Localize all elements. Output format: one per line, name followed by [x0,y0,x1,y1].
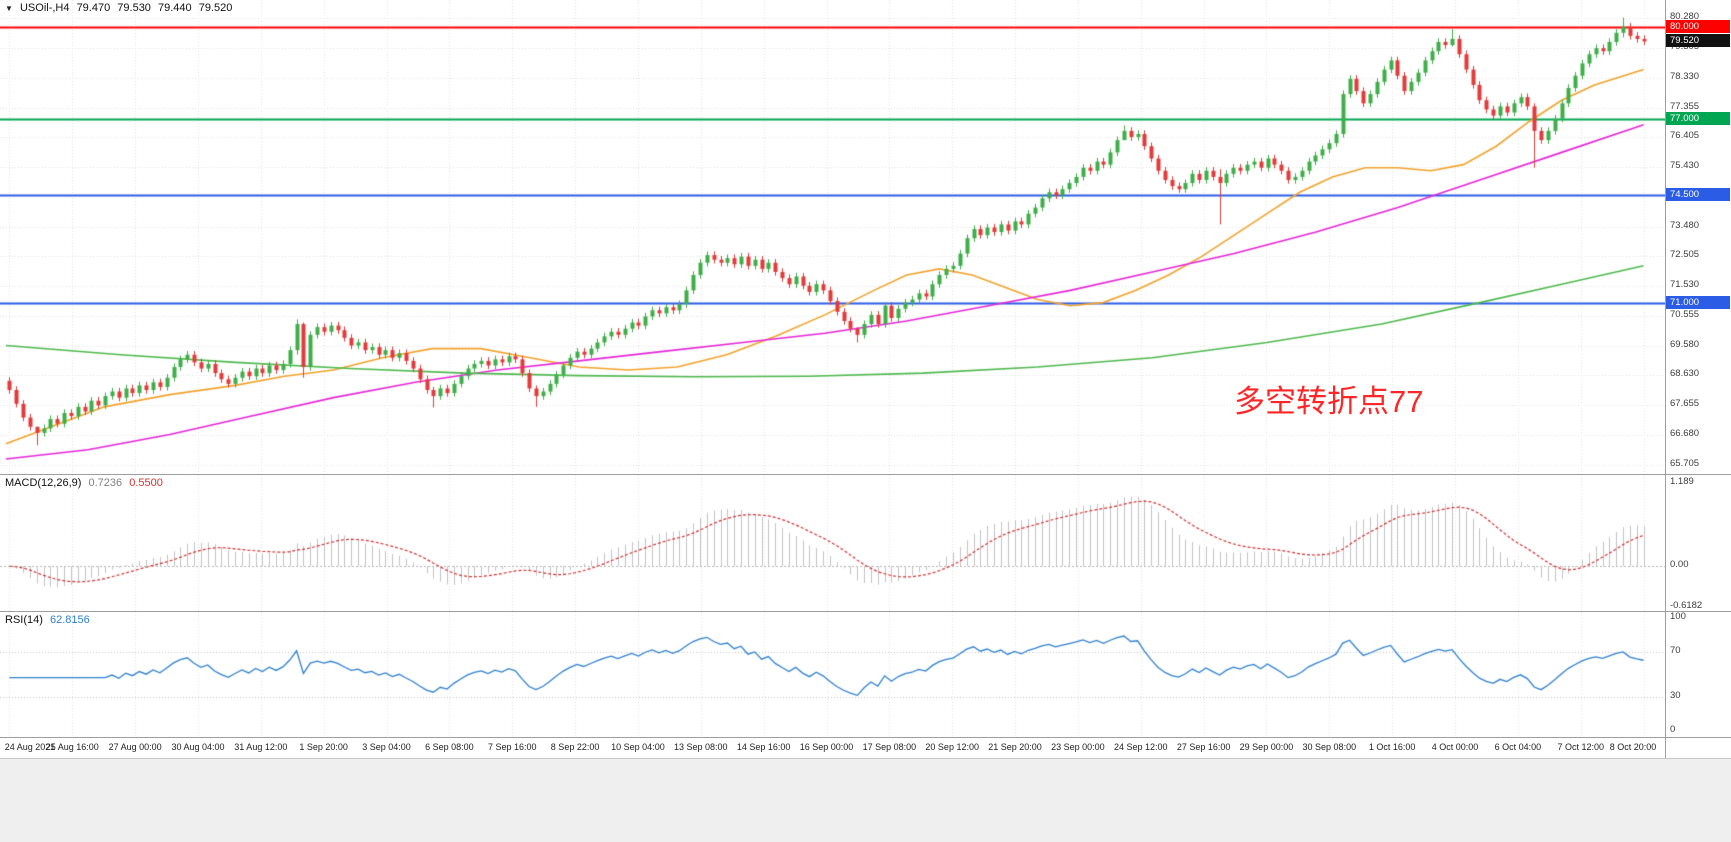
time-axis-label: 13 Sep 08:00 [674,742,728,752]
macd-value-main: 0.7236 [88,477,123,489]
macd-scale[interactable]: 1.189 0.00 -0.6182 [1665,475,1731,611]
time-axis-label: 24 Aug 2021 [4,742,56,752]
macd-canvas[interactable] [0,475,1665,611]
time-axis[interactable]: 24 Aug 2021 25 Aug 16:00 27 Aug 00:00 30 Au… [0,738,1665,758]
axis-label: 70.555 [1670,309,1700,321]
axis-label: 75.430 [1670,159,1700,171]
axis-label: 70 [1670,644,1681,656]
time-axis-label: 7 Oct 12:00 [1557,742,1604,752]
time-axis-label: 3 Sep 04:00 [362,742,411,752]
symbol-dropdown-icon[interactable]: ▼ [5,4,13,13]
ohlc-close: 79.520 [198,2,233,14]
axis-label: 80.280 [1670,11,1700,23]
time-axis-label: 8 Sep 22:00 [550,742,600,752]
axis-label: 68.630 [1670,368,1700,380]
time-axis-label: 1 Sep 20:00 [299,742,348,752]
main-chart-canvas[interactable] [0,0,1665,474]
time-axis-label: 7 Sep 16:00 [487,742,537,752]
symbol-name: USOil-,H4 [19,2,70,14]
time-axis-label: 30 Sep 08:00 [1302,742,1357,752]
axis-label: 1.189 [1670,476,1694,488]
macd-value-signal: 0.5500 [129,477,163,489]
time-axis-label: 16 Sep 00:00 [799,742,854,752]
ohlc-low: 79.440 [158,2,192,14]
time-axis-label: 30 Aug 04:00 [171,742,225,752]
time-axis-label: 24 Sep 12:00 [1113,742,1168,752]
time-axis-label: 21 Sep 20:00 [988,742,1042,752]
macd-title: MACD(12,26,9) 0.7236 0.5500 [5,477,167,489]
price-badge: 80.000 [1666,19,1730,33]
axis-label: 71.530 [1670,279,1700,291]
price-badge: 79.520 [1666,34,1730,48]
time-axis-label: 6 Sep 08:00 [425,742,474,752]
chart-annotation-text: 多空转折点77 [1234,384,1424,419]
time-axis-label: 10 Sep 04:00 [611,742,665,752]
rsi-title: RSI(14) 62.8156 [5,614,94,626]
axis-label: 65.705 [1670,457,1700,469]
time-axis-label: 14 Sep 16:00 [736,742,791,752]
axis-label: 69.580 [1670,339,1700,351]
time-axis-label: 27 Sep 16:00 [1176,742,1231,752]
time-axis-label: 1 Oct 16:00 [1368,742,1416,752]
ohlc-high: 79.530 [117,2,151,14]
time-axis-label: 20 Sep 12:00 [925,742,979,752]
axis-label: -0.6182 [1670,600,1703,611]
rsi-canvas[interactable] [0,612,1665,737]
rsi-label: RSI(14) [5,614,43,626]
price-badge: 71.000 [1666,295,1730,309]
axis-label: 0.00 [1670,559,1689,571]
rsi-value: 62.8156 [49,614,90,626]
time-axis-label: 27 Aug 00:00 [108,742,162,752]
time-axis-label: 23 Sep 00:00 [1051,742,1105,752]
axis-label: 77.355 [1670,100,1700,112]
time-axis-label: 6 Oct 04:00 [1494,742,1542,752]
axis-label: 76.405 [1670,129,1700,141]
axis-label: 72.505 [1670,249,1700,261]
axis-label: 78.330 [1670,70,1700,82]
time-axis-label: 4 Oct 00:00 [1431,742,1479,752]
axis-label: 66.680 [1670,428,1700,440]
macd-label: MACD(12,26,9) [5,477,82,489]
time-axis-label: 8 Oct 20:00 [1609,742,1657,752]
price-badge: 77.000 [1666,111,1730,125]
ohlc-open: 79.470 [76,2,111,14]
axis-corner [1665,738,1731,758]
time-axis-label: 31 Aug 12:00 [234,742,288,752]
axis-label: 0 [1670,724,1676,735]
time-axis-label: 29 Sep 00:00 [1239,742,1294,752]
symbol-title: ▼ USOil-,H4 79.470 79.530 79.440 79.520 [5,2,236,14]
time-axis-label: 25 Aug 16:00 [45,742,99,752]
axis-label: 30 [1670,690,1681,702]
time-axis-label: 17 Sep 08:00 [862,742,917,752]
rsi-scale[interactable]: 100 70 30 0 [1665,612,1731,737]
footer-area [0,758,1731,842]
axis-label: 67.655 [1670,398,1700,410]
axis-label: 100 [1670,611,1686,622]
axis-label: 73.480 [1670,219,1700,231]
price-badge: 74.500 [1666,188,1730,202]
price-scale[interactable]: 80.28079.30578.33077.35576.40575.43073.4… [1665,0,1731,474]
